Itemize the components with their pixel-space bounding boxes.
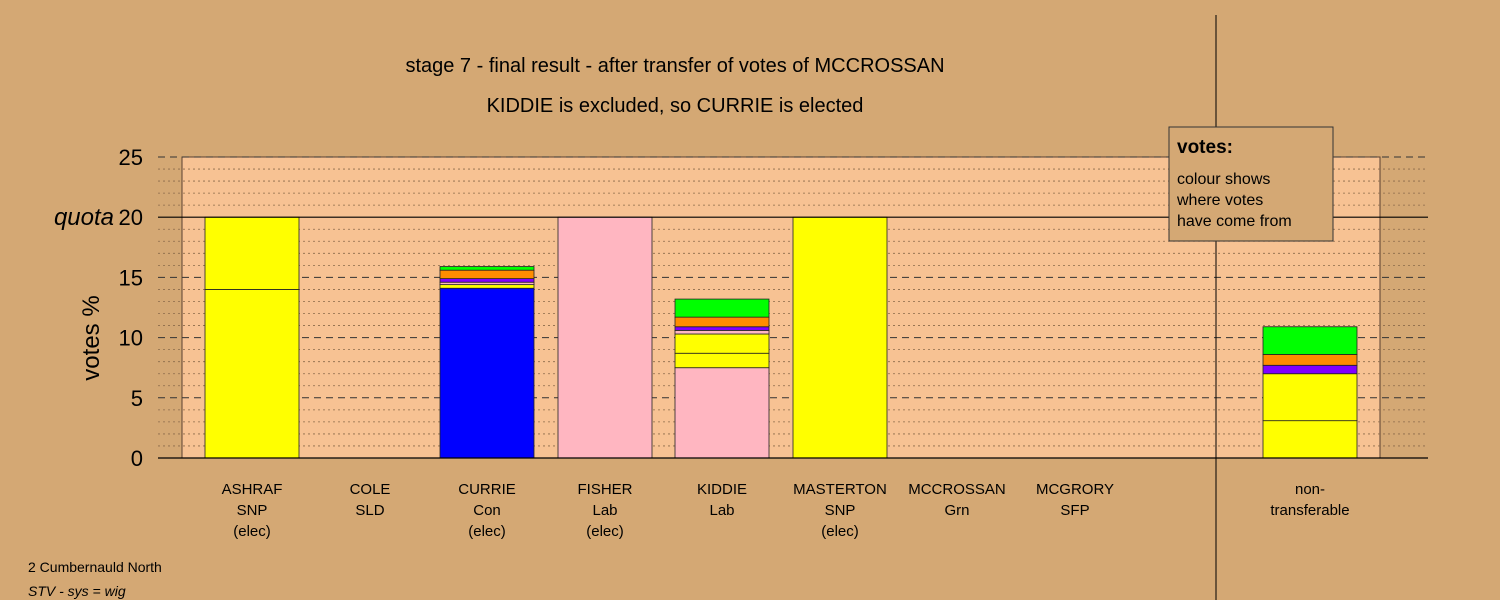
party-label: Lab [709,502,734,519]
y-tick-label: 15 [119,265,143,290]
party-label: Lab [592,502,617,519]
bar-currie-segment [439,287,535,459]
legend-line-3: have come from [1177,213,1292,230]
constituency-label: 2 Cumbernauld North [28,559,162,575]
candidate-name-label: FISHER [577,481,632,498]
bar-masterton-segment [792,216,888,459]
chart-subtitle: KIDDIE is excluded, so CURRIE is elected [487,95,864,117]
bar-currie-segment [439,278,535,283]
party-label: Con [473,502,501,519]
legend-line-1: colour shows [1177,171,1270,188]
system-label: STV - sys = wig [28,583,126,599]
y-tick-label: 20 [119,205,143,230]
bar-nontransferable-segment [1262,373,1358,422]
candidate-name-label: COLE [350,481,391,498]
party-label: SLD [355,502,384,519]
y-tick-label: 10 [119,326,143,351]
bar-nontransferable-segment [1262,364,1358,375]
bar-kiddie-segment [674,333,770,354]
x-category-labels: ASHRAF SNP (elec) COLE SLD CURRIE Con (elec) FIS… [222,481,1350,540]
bar-currie-segment [439,269,535,280]
y-tick-label: 5 [131,386,143,411]
nontransferable-label: non- [1295,481,1325,498]
bar-kiddie-segment [674,326,770,331]
chart-title: stage 7 - final result - after transfer … [405,55,944,77]
legend-title: votes: [1177,137,1233,158]
bar-ashraf-segment [204,216,300,290]
candidate-name-label: MASTERTON [793,481,887,498]
nontransferable-label: transferable [1270,502,1349,519]
bar-kiddie-segment [674,316,770,328]
bar-nontransferable-segment [1262,326,1358,355]
bar-nontransferable-segment [1262,354,1358,366]
status-label: (elec) [233,523,271,540]
bar-ashraf-segment [204,289,300,459]
bar-kiddie-segment [674,352,770,369]
status-label: (elec) [821,523,859,540]
status-label: (elec) [586,523,624,540]
legend-line-2: where votes [1176,192,1263,209]
y-tick-label: 0 [131,446,143,471]
party-label: Grn [944,502,969,519]
bar-kiddie-segment [674,367,770,459]
y-tick-label: 25 [119,145,143,170]
bar-currie-segment [439,284,535,289]
bar-currie-segment [439,266,535,271]
bar-kiddie-segment [674,298,770,318]
party-label: SNP [237,502,268,519]
y-tick-labels: 0 5 10 15 20 25 quota [54,145,143,471]
bar-kiddie-segment [674,329,770,335]
candidate-name-label: MCGRORY [1036,481,1114,498]
candidate-name-label: MCCROSSAN [908,481,1006,498]
candidate-name-label: KIDDIE [697,481,747,498]
candidate-name-label: ASHRAF [222,481,283,498]
bar-nontransferable-segment [1262,420,1358,459]
bar-fisher-segment [557,216,653,459]
candidate-name-label: CURRIE [458,481,516,498]
party-label: SFP [1060,502,1089,519]
party-label: SNP [825,502,856,519]
status-label: (elec) [468,523,506,540]
bars [204,216,1358,459]
legend-box: votes: colour shows where votes have com… [1168,126,1334,242]
y-axis-label: votes % [78,295,105,380]
quota-label: quota [54,204,114,231]
